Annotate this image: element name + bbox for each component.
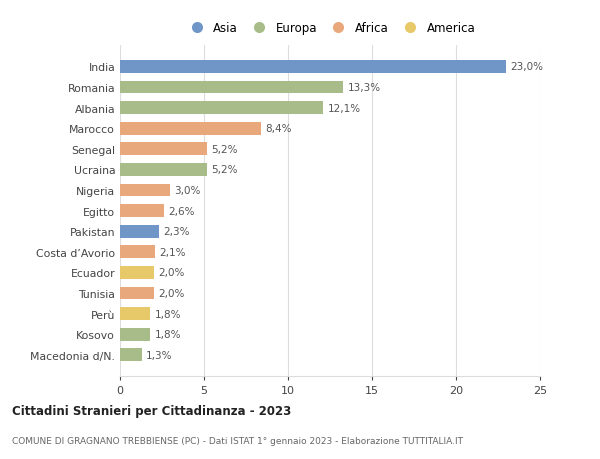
Bar: [120, 81, 343, 94]
Bar: [120, 61, 506, 73]
Bar: [120, 246, 155, 258]
Text: 2,3%: 2,3%: [163, 227, 190, 237]
Text: 23,0%: 23,0%: [511, 62, 544, 72]
Bar: [120, 123, 261, 135]
Bar: [120, 164, 208, 176]
Text: 2,1%: 2,1%: [160, 247, 186, 257]
Bar: [120, 205, 164, 218]
Text: 13,3%: 13,3%: [347, 83, 381, 93]
Text: 1,8%: 1,8%: [154, 330, 181, 339]
Text: 12,1%: 12,1%: [328, 103, 361, 113]
Text: 2,0%: 2,0%: [158, 268, 184, 278]
Bar: [120, 287, 154, 300]
Bar: [120, 266, 154, 279]
Bar: [120, 184, 170, 197]
Text: 8,4%: 8,4%: [265, 124, 292, 134]
Bar: [120, 102, 323, 115]
Text: COMUNE DI GRAGNANO TREBBIENSE (PC) - Dati ISTAT 1° gennaio 2023 - Elaborazione T: COMUNE DI GRAGNANO TREBBIENSE (PC) - Dat…: [12, 436, 463, 445]
Bar: [120, 328, 150, 341]
Bar: [120, 225, 158, 238]
Text: 2,0%: 2,0%: [158, 288, 184, 298]
Text: 2,6%: 2,6%: [168, 206, 194, 216]
Text: 5,2%: 5,2%: [212, 165, 238, 175]
Text: 1,3%: 1,3%: [146, 350, 173, 360]
Bar: [120, 143, 208, 156]
Text: 3,0%: 3,0%: [175, 185, 201, 196]
Legend: Asia, Europa, Africa, America: Asia, Europa, Africa, America: [181, 19, 479, 39]
Text: 1,8%: 1,8%: [154, 309, 181, 319]
Bar: [120, 308, 150, 320]
Bar: [120, 349, 142, 361]
Text: 5,2%: 5,2%: [212, 145, 238, 155]
Text: Cittadini Stranieri per Cittadinanza - 2023: Cittadini Stranieri per Cittadinanza - 2…: [12, 404, 291, 417]
